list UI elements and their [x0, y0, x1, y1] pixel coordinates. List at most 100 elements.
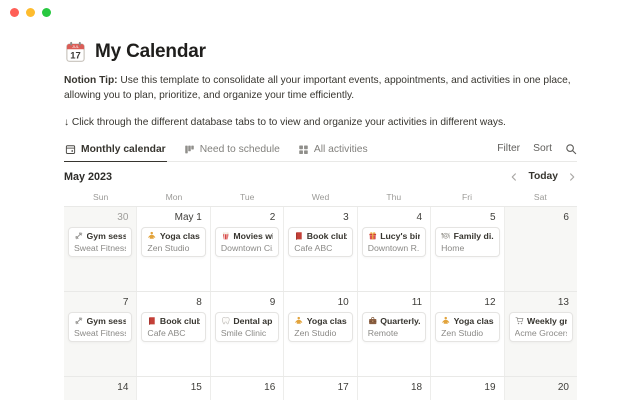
yoga-icon — [294, 316, 304, 326]
event-card[interactable]: Family di...Home — [435, 226, 500, 257]
svg-text:17: 17 — [70, 50, 80, 61]
event-title: Book club... — [159, 315, 200, 326]
event-location: Cafe ABC — [294, 242, 333, 253]
event-card[interactable]: Book club...Cafe ABC — [288, 226, 353, 257]
event-title: Gym sess... — [86, 230, 127, 241]
yoga-icon — [147, 231, 157, 241]
tab-label: Need to schedule — [199, 143, 280, 155]
event-title: Yoga class — [159, 230, 200, 241]
calendar-cell-3[interactable]: 3 Book club...Cafe ABC — [284, 206, 358, 291]
cell-date-label: 5 — [489, 211, 496, 223]
tab-monthly-calendar[interactable]: Monthly calendar — [64, 141, 167, 162]
event-card[interactable]: Weekly gr...Acme Grocers — [508, 311, 573, 342]
month-nav: Today — [509, 171, 577, 182]
event-card[interactable]: Dental ap...Smile Clinic — [214, 311, 280, 342]
tab-need-to-schedule[interactable]: Need to schedule — [183, 141, 281, 162]
event-title: Yoga class — [306, 315, 347, 326]
event-card[interactable]: Movies wi...Downtown Ci... — [214, 226, 280, 257]
event-card[interactable]: Quarterly...Remote — [361, 311, 427, 342]
cell-date-label: 17 — [337, 381, 349, 393]
calendar-cell-19[interactable]: 19 — [431, 376, 505, 400]
yoga-icon — [441, 316, 451, 326]
calendar-cell-13[interactable]: 13 Weekly gr...Acme Grocers — [504, 291, 577, 376]
search-icon[interactable] — [565, 143, 577, 155]
cell-date-label: 12 — [484, 296, 496, 308]
calendar-cell-9[interactable]: 9 Dental ap...Smile Clinic — [210, 291, 285, 376]
calendar-cell-11[interactable]: 11 Quarterly...Remote — [357, 291, 432, 376]
title-row: JUL 17 My Calendar — [64, 40, 577, 63]
calendar-cell-10[interactable]: 10 Yoga classZen Studio — [284, 291, 358, 376]
calendar-cell-18[interactable]: 18 — [357, 376, 432, 400]
book-icon — [147, 316, 157, 326]
calendar-cell-5[interactable]: 5 Family di...Home — [431, 206, 505, 291]
calendar-cell-may-1[interactable]: May 1 Yoga classZen Studio — [137, 206, 211, 291]
calendar-cell-8[interactable]: 8 Book club...Cafe ABC — [137, 291, 211, 376]
calendar-cell-6[interactable]: 6 — [504, 206, 577, 291]
filter-button[interactable]: Filter — [497, 143, 521, 155]
chevron-right-icon[interactable] — [567, 172, 577, 182]
traffic-light-close[interactable] — [10, 8, 19, 17]
cell-date-label: 15 — [190, 381, 202, 393]
event-card[interactable]: Lucy's bir...Downtown R... — [361, 226, 427, 257]
event-card[interactable]: Gym sess...Sweat Fitness — [68, 311, 133, 342]
event-location: Downtown Ci... — [220, 242, 273, 253]
sort-button[interactable]: Sort — [533, 143, 552, 155]
today-button[interactable]: Today — [528, 171, 558, 183]
gift-icon — [368, 231, 378, 241]
calendar-cell-15[interactable]: 15 — [137, 376, 211, 400]
cell-date-label: May 1 — [174, 211, 202, 223]
event-title-row: Gym sess... — [74, 316, 126, 326]
cell-date-label: 2 — [269, 211, 276, 223]
event-location: Zen Studio — [441, 327, 484, 338]
dinner-plate-icon — [441, 231, 451, 241]
cell-date-label: 4 — [416, 211, 423, 223]
event-card[interactable]: Book club...Cafe ABC — [141, 311, 206, 342]
chevron-left-icon[interactable] — [509, 172, 519, 182]
event-title-row: Quarterly... — [368, 316, 420, 326]
cell-date-label: 14 — [117, 381, 129, 393]
notion-tip-label: Notion Tip: — [64, 75, 118, 86]
calendar-cell-4[interactable]: 4 Lucy's bir...Downtown R... — [357, 206, 432, 291]
event-card[interactable]: Yoga classZen Studio — [141, 226, 206, 257]
calendar-cell-30[interactable]: 30 Gym sess...Sweat Fitness — [64, 206, 138, 291]
calendar-cell-20[interactable]: 20 — [504, 376, 577, 400]
event-card[interactable]: Yoga classZen Studio — [435, 311, 500, 342]
event-title: Quarterly... — [380, 315, 420, 326]
event-location: Sweat Fitness — [74, 242, 127, 253]
window-controls — [10, 8, 51, 17]
cell-date-label: 9 — [269, 296, 276, 308]
event-location: Home — [441, 242, 465, 253]
event-title-row: Book club... — [147, 315, 200, 326]
board-view-icon — [184, 144, 195, 155]
traffic-light-zoom[interactable] — [42, 8, 51, 17]
event-card[interactable]: Yoga classZen Studio — [288, 311, 353, 342]
dow-label-mon: Mon — [165, 191, 183, 202]
database-tabbar: Monthly calendar Need to schedule All acti… — [64, 141, 577, 162]
event-title-row: Family di... — [441, 230, 494, 241]
event-location: Downtown R... — [367, 242, 421, 253]
calendar-cell-7[interactable]: 7 Gym sess...Sweat Fitness — [64, 291, 138, 376]
event-location: Cafe ABC — [147, 327, 186, 338]
dow-label-sun: Sun — [92, 191, 109, 202]
calendar-cell-16[interactable]: 16 — [210, 376, 285, 400]
event-title-row: Lucy's bir... — [368, 231, 420, 241]
event-title: Movies wi... — [233, 230, 274, 241]
calendar-cell-14[interactable]: 14 — [64, 376, 138, 400]
calendar-view-icon — [65, 144, 76, 155]
event-card[interactable]: Gym sess...Sweat Fitness — [68, 226, 133, 257]
event-location: Remote — [367, 327, 399, 338]
event-location: Smile Clinic — [220, 327, 267, 338]
event-title: Family di... — [453, 230, 494, 241]
event-title-row: Yoga class — [441, 316, 494, 326]
calendar-cell-2[interactable]: 2 Movies wi...Downtown Ci... — [210, 206, 285, 291]
page-title: My Calendar — [95, 40, 206, 62]
event-title-row: Weekly gr... — [515, 316, 567, 326]
tooth-icon — [221, 316, 231, 326]
event-location: Sweat Fitness — [74, 327, 127, 338]
traffic-light-minimize[interactable] — [26, 8, 35, 17]
tab-all-activities[interactable]: All activities — [297, 141, 369, 162]
calendar-week-row: 30 Gym sess...Sweat Fitness May 1 Yoga clas… — [64, 205, 577, 291]
calendar-cell-17[interactable]: 17 — [284, 376, 358, 400]
dow-label-thu: Thu — [386, 191, 402, 202]
calendar-cell-12[interactable]: 12 Yoga classZen Studio — [431, 291, 505, 376]
